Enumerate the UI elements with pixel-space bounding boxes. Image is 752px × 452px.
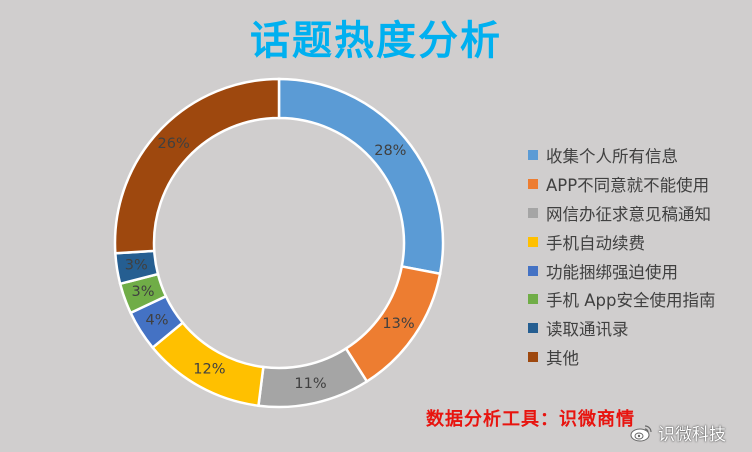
chart-title: 话题热度分析 xyxy=(250,18,502,64)
legend-label: APP不同意就不能使用 xyxy=(546,176,710,196)
legend-item: 网信办征求意见稿通知 xyxy=(528,199,715,228)
donut-slice xyxy=(113,77,281,255)
legend-label: 网信办征求意见稿通知 xyxy=(546,204,711,224)
legend-item: 其他 xyxy=(528,343,715,372)
donut-slice xyxy=(277,77,445,276)
legend-swatch xyxy=(528,207,538,218)
slice-label: 26% xyxy=(158,136,190,152)
slice-label: 11% xyxy=(294,376,326,392)
legend-item: APP不同意就不能使用 xyxy=(528,170,715,199)
slice-label: 28% xyxy=(374,143,406,159)
legend-swatch xyxy=(528,236,538,247)
weibo-logo-icon xyxy=(630,424,652,441)
legend-item: 功能捆绑强迫使用 xyxy=(528,256,715,285)
slice-label: 4% xyxy=(145,312,168,328)
legend-swatch xyxy=(528,179,538,190)
legend-label: 收集个人所有信息 xyxy=(546,147,678,167)
legend-swatch xyxy=(528,323,538,334)
slice-label: 3% xyxy=(132,284,155,300)
watermark-text: 识微科技 xyxy=(658,425,726,445)
legend-label: 读取通讯录 xyxy=(546,320,629,340)
legend-item: 手机自动续费 xyxy=(528,227,715,256)
legend-swatch xyxy=(528,294,538,305)
legend-item: 手机 App安全使用指南 xyxy=(528,285,715,314)
legend-label: 手机自动续费 xyxy=(546,233,645,253)
chart-legend: 收集个人所有信息 APP不同意就不能使用 网信办征求意见稿通知 手机自动续费 功… xyxy=(528,141,715,371)
legend-swatch xyxy=(528,150,538,161)
data-source-note: 数据分析工具：识微商情 xyxy=(426,409,635,430)
legend-label: 手机 App安全使用指南 xyxy=(546,291,716,311)
legend-swatch xyxy=(528,351,538,362)
legend-label: 功能捆绑强迫使用 xyxy=(546,262,678,282)
slice-label: 13% xyxy=(382,316,414,332)
legend-item: 读取通讯录 xyxy=(528,314,715,343)
slice-label: 3% xyxy=(125,258,148,274)
legend-item: 收集个人所有信息 xyxy=(528,141,715,170)
watermark: 识微科技 xyxy=(630,420,726,445)
slice-label: 12% xyxy=(193,362,225,378)
legend-swatch xyxy=(528,265,538,276)
legend-label: 其他 xyxy=(546,348,579,368)
